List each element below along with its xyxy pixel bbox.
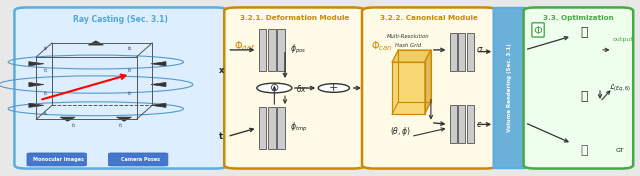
Text: $\phi_{tmp}$: $\phi_{tmp}$ <box>290 121 307 134</box>
Bar <box>467 105 474 143</box>
FancyBboxPatch shape <box>224 7 365 169</box>
Text: Ray Casting (Sec. 3.1): Ray Casting (Sec. 3.1) <box>74 15 168 24</box>
Polygon shape <box>151 83 166 87</box>
Polygon shape <box>151 103 166 107</box>
Circle shape <box>318 84 349 92</box>
Text: ⊙: ⊙ <box>269 83 279 93</box>
Text: $t_1$: $t_1$ <box>43 66 49 75</box>
Text: $t_2$: $t_2$ <box>127 89 133 98</box>
Text: $\sigma$: $\sigma$ <box>476 45 483 54</box>
Bar <box>450 105 456 143</box>
Polygon shape <box>29 103 44 107</box>
Polygon shape <box>88 41 104 45</box>
Text: +: + <box>329 83 339 93</box>
Bar <box>268 29 276 71</box>
Polygon shape <box>116 117 132 121</box>
Text: 3.2.1. Deformation Module: 3.2.1. Deformation Module <box>240 15 349 21</box>
Text: 🚶: 🚶 <box>580 26 588 39</box>
Text: $t_n$: $t_n$ <box>43 109 49 118</box>
FancyBboxPatch shape <box>27 153 86 166</box>
Text: Monocular Images: Monocular Images <box>33 157 84 162</box>
FancyBboxPatch shape <box>362 7 497 169</box>
Polygon shape <box>392 62 425 114</box>
Text: $\delta x$: $\delta x$ <box>296 83 307 93</box>
Text: $\Phi_{def}$: $\Phi_{def}$ <box>234 39 255 53</box>
Bar <box>450 33 456 71</box>
Bar <box>458 33 465 71</box>
Text: $\Phi$: $\Phi$ <box>533 24 543 36</box>
Text: 🚶: 🚶 <box>580 90 588 103</box>
Bar <box>259 29 266 71</box>
FancyBboxPatch shape <box>493 8 525 168</box>
Text: Hash Grid: Hash Grid <box>396 43 421 48</box>
Text: $t_1$: $t_1$ <box>71 121 77 130</box>
Text: $t_1$: $t_1$ <box>118 121 124 130</box>
Polygon shape <box>29 62 44 66</box>
Circle shape <box>257 83 292 93</box>
Text: $t_3$: $t_3$ <box>127 66 133 75</box>
Text: 3.3. Optimization: 3.3. Optimization <box>543 15 614 21</box>
Bar <box>259 107 266 149</box>
Text: $\Phi_{can}$: $\Phi_{can}$ <box>371 39 393 53</box>
Text: $\mathcal{L}_{(Eq. 6)}$: $\mathcal{L}_{(Eq. 6)}$ <box>609 83 632 93</box>
Text: output: output <box>612 37 634 42</box>
Polygon shape <box>29 83 44 87</box>
Bar <box>278 107 285 149</box>
Polygon shape <box>151 62 166 66</box>
Polygon shape <box>60 117 75 121</box>
Text: x: x <box>218 66 224 75</box>
Polygon shape <box>425 50 431 114</box>
Text: $t_0$: $t_0$ <box>43 44 49 53</box>
Text: Volume Rendering (Sec. 3.1): Volume Rendering (Sec. 3.1) <box>507 44 512 132</box>
FancyBboxPatch shape <box>524 7 633 169</box>
Bar <box>458 105 465 143</box>
Bar <box>268 107 276 149</box>
Text: Multi-Resolution: Multi-Resolution <box>387 34 429 39</box>
FancyBboxPatch shape <box>15 7 227 169</box>
Text: $\phi_{pos}$: $\phi_{pos}$ <box>290 43 307 56</box>
Text: GT: GT <box>616 148 624 153</box>
Bar <box>278 29 285 71</box>
Text: $t_4$: $t_4$ <box>127 44 133 53</box>
Text: $c$: $c$ <box>476 120 483 129</box>
Text: $t_2$: $t_2$ <box>43 89 49 98</box>
FancyBboxPatch shape <box>108 153 168 166</box>
Text: Camera Poses: Camera Poses <box>120 157 159 162</box>
Text: t: t <box>219 132 223 141</box>
Bar <box>467 33 474 71</box>
Text: $(\theta, \phi)$: $(\theta, \phi)$ <box>390 125 411 138</box>
Text: 3.2.2. Canonical Module: 3.2.2. Canonical Module <box>380 15 478 21</box>
Text: 🚶: 🚶 <box>580 144 588 157</box>
Polygon shape <box>392 50 431 62</box>
